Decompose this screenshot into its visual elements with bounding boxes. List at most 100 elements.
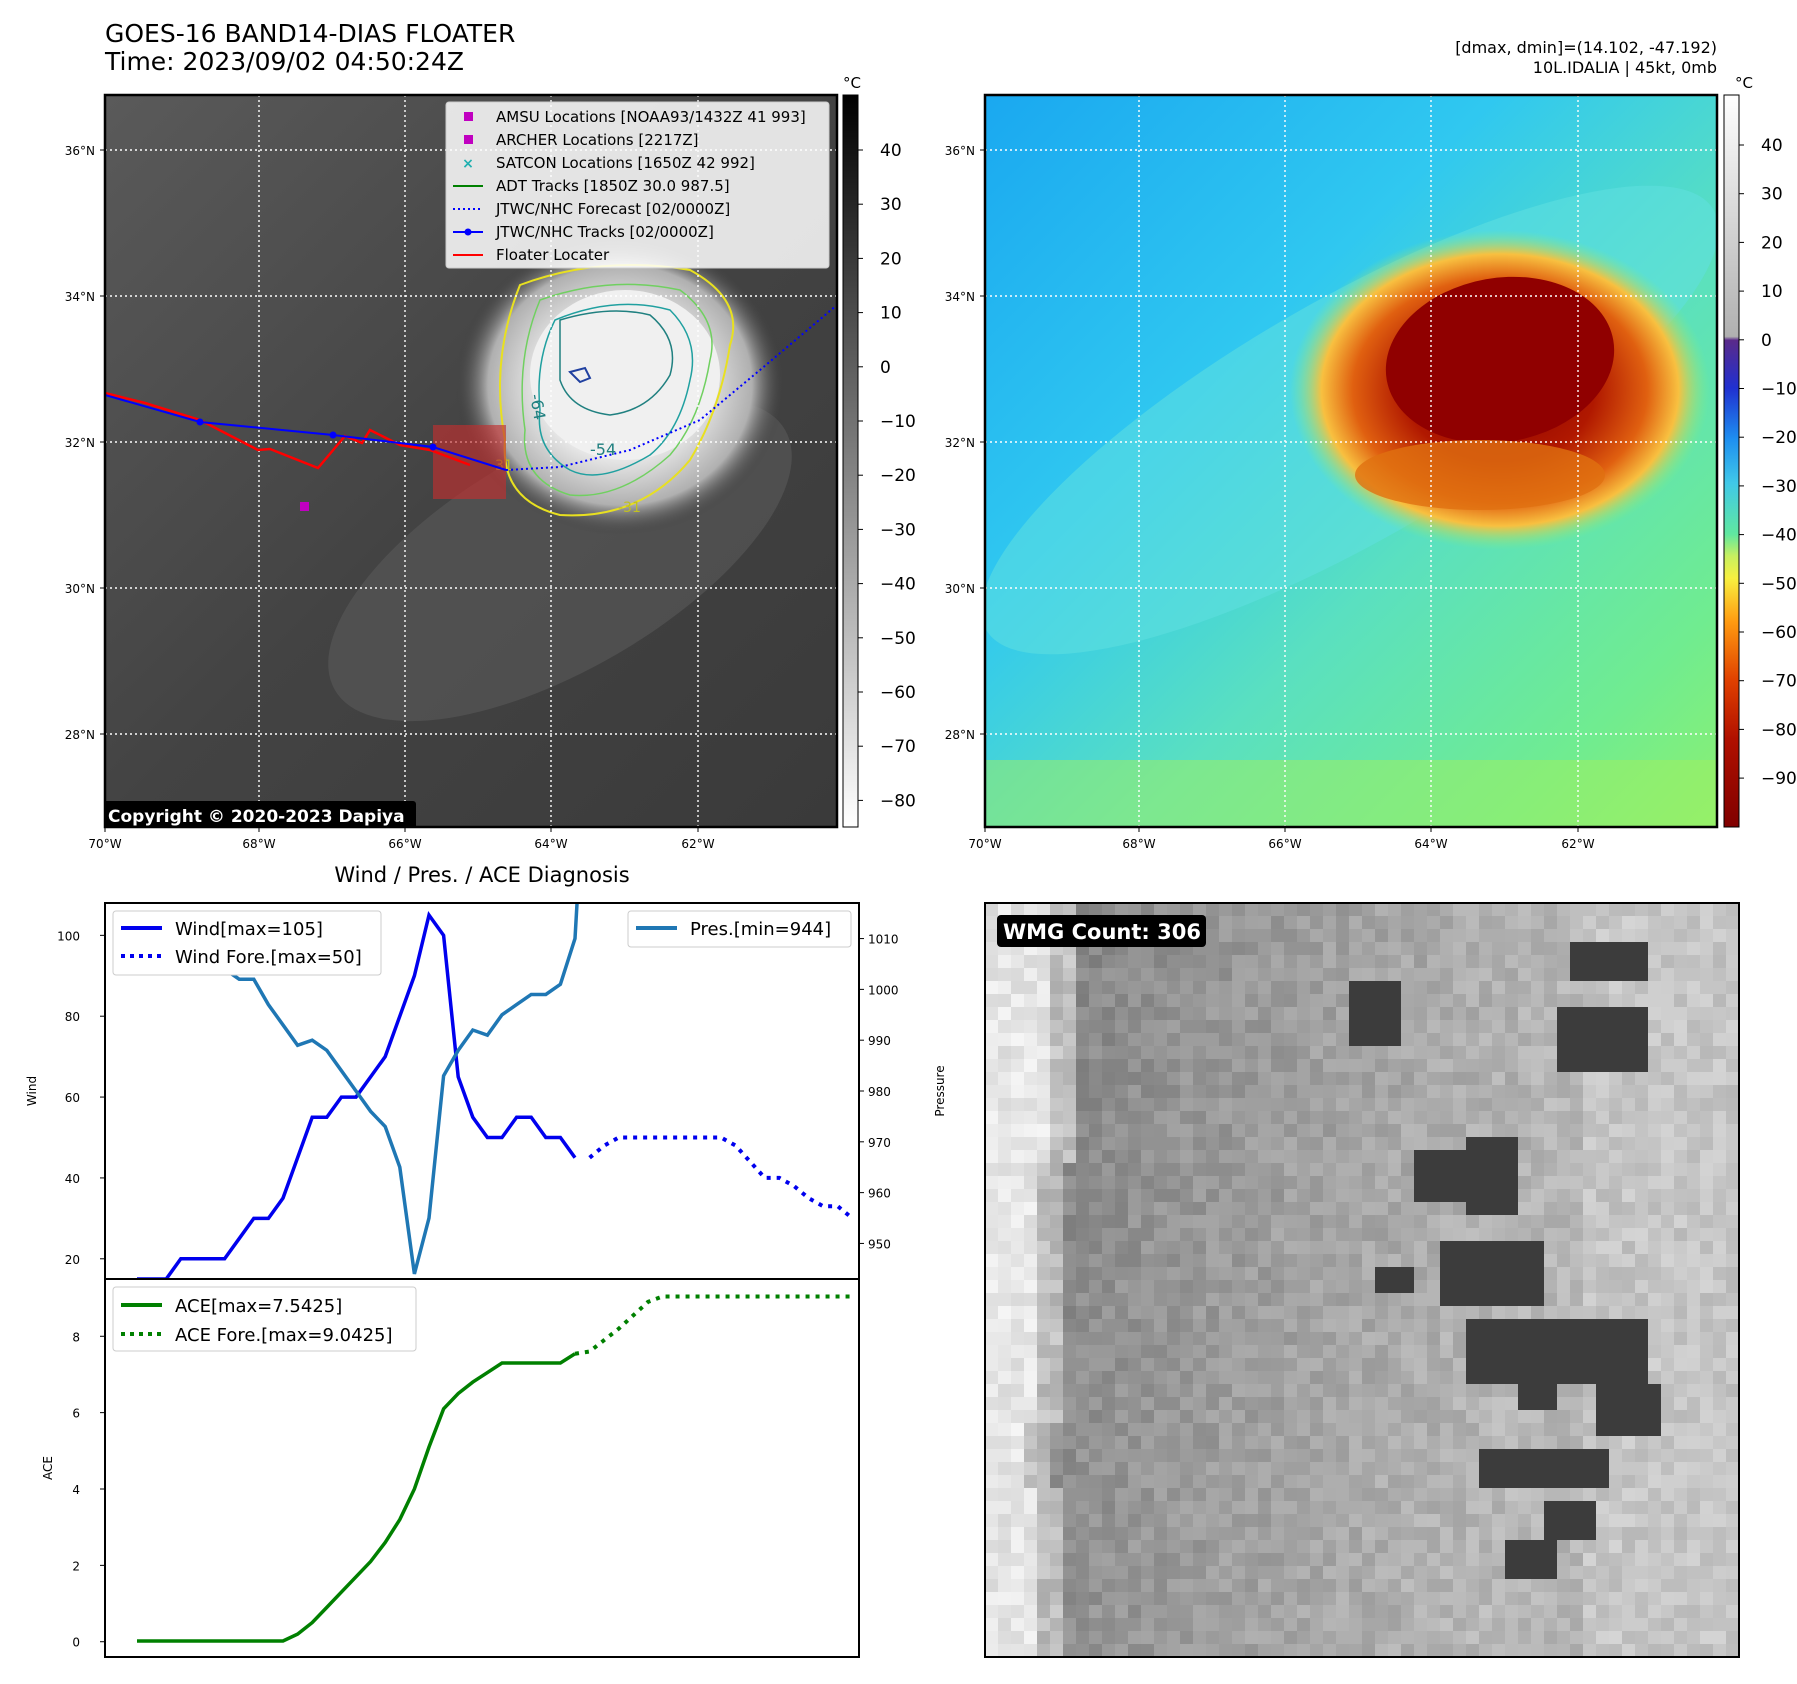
wmg-pixel xyxy=(1011,1605,1025,1619)
wmg-pixel xyxy=(1401,1592,1415,1606)
wmg-pixel xyxy=(1531,1059,1545,1073)
wmg-pixel xyxy=(1258,1059,1272,1073)
wmg-pixel xyxy=(1232,1280,1246,1294)
wmg-pixel xyxy=(1479,1020,1493,1034)
wmg-pixel xyxy=(1687,1358,1701,1372)
wmg-pixel xyxy=(1154,968,1168,982)
wmg-pixel xyxy=(1661,1449,1675,1463)
wmg-pixel xyxy=(1388,1527,1402,1541)
wmg-pixel xyxy=(1037,1566,1051,1580)
lat-tick-label: 28°N xyxy=(65,728,95,742)
wmg-pixel xyxy=(1076,1397,1090,1411)
wmg-pixel xyxy=(1414,1176,1428,1190)
wmg-pixel xyxy=(1297,903,1311,917)
wmg-pixel xyxy=(1622,1397,1636,1411)
wmg-pixel xyxy=(1310,1423,1324,1437)
wmg-pixel xyxy=(1297,942,1311,956)
wmg-pixel xyxy=(1271,1475,1285,1489)
wmg-pixel xyxy=(1219,1579,1233,1593)
wmg-pixel xyxy=(1258,1072,1272,1086)
wmg-pixel xyxy=(1479,1462,1493,1476)
wmg-pixel xyxy=(1102,1605,1116,1619)
legend-entry-label: AMSU Locations [NOAA93/1432Z 41 993] xyxy=(496,108,806,126)
wmg-pixel xyxy=(1557,1423,1571,1437)
wmg-pixel xyxy=(1245,1241,1259,1255)
wmg-pixel xyxy=(1336,1033,1350,1047)
wmg-pixel xyxy=(1401,1111,1415,1125)
wmg-pixel xyxy=(1557,1215,1571,1229)
wmg-pixel xyxy=(1583,1306,1597,1320)
wmg-pixel xyxy=(1323,1085,1337,1099)
wmg-pixel xyxy=(1193,1384,1207,1398)
wmg-pixel xyxy=(1193,1605,1207,1619)
wmg-pixel xyxy=(1492,1241,1506,1255)
wmg-pixel xyxy=(998,1241,1012,1255)
wmg-pixel xyxy=(1271,1176,1285,1190)
wmg-pixel xyxy=(1492,994,1506,1008)
wmg-pixel xyxy=(1492,1215,1506,1229)
wmg-pixel xyxy=(1206,955,1220,969)
lat-tick-label: 32°N xyxy=(65,436,95,450)
wmg-pixel xyxy=(1180,1397,1194,1411)
wmg-pixel xyxy=(1180,1046,1194,1060)
wmg-pixel xyxy=(1635,1605,1649,1619)
wmg-pixel xyxy=(1544,1384,1558,1398)
wmg-pixel xyxy=(1622,1540,1636,1554)
wmg-pixel xyxy=(1609,1345,1623,1359)
wmg-pixel xyxy=(1050,1540,1064,1554)
wmg-pixel xyxy=(1063,981,1077,995)
wmg-pixel xyxy=(1388,981,1402,995)
wmg-pixel xyxy=(1271,1423,1285,1437)
wmg-pixel xyxy=(1323,1488,1337,1502)
wmg-pixel xyxy=(1414,1553,1428,1567)
wmg-pixel xyxy=(1427,1293,1441,1307)
wmg-pixel xyxy=(1284,1384,1298,1398)
wmg-pixel xyxy=(1687,1150,1701,1164)
wmg-pixel xyxy=(1050,1358,1064,1372)
wmg-pixel xyxy=(1037,1514,1051,1528)
wmg-pixel xyxy=(1687,1046,1701,1060)
wmg-pixel xyxy=(1440,1059,1454,1073)
wmg-pixel xyxy=(1232,1124,1246,1138)
wmg-pixel xyxy=(985,1358,999,1372)
wmg-pixel xyxy=(1427,1163,1441,1177)
wmg-pixel xyxy=(1037,1423,1051,1437)
wmg-pixel xyxy=(998,1059,1012,1073)
wmg-pixel xyxy=(1011,1085,1025,1099)
wmg-pixel xyxy=(1583,1605,1597,1619)
wind-ytick-label: 100 xyxy=(57,929,80,943)
wmg-pixel xyxy=(1388,1293,1402,1307)
wmg-pixel xyxy=(1648,1319,1662,1333)
wmg-pixel xyxy=(1323,1163,1337,1177)
wmg-pixel xyxy=(1050,1046,1064,1060)
wmg-pixel xyxy=(1635,1527,1649,1541)
wmg-pixel xyxy=(1024,1397,1038,1411)
wmg-pixel xyxy=(1102,1306,1116,1320)
wmg-pixel xyxy=(1141,1397,1155,1411)
wmg-pixel xyxy=(1557,1267,1571,1281)
wmg-pixel xyxy=(1453,1163,1467,1177)
wmg-pixel xyxy=(1635,1176,1649,1190)
wmg-pixel xyxy=(1011,1228,1025,1242)
wmg-pixel xyxy=(1089,1618,1103,1632)
wmg-pixel xyxy=(1284,1514,1298,1528)
wmg-pixel xyxy=(1713,1072,1727,1086)
wmg-pixel xyxy=(1726,929,1740,943)
wmg-pixel xyxy=(1362,1293,1376,1307)
wmg-pixel xyxy=(1583,1293,1597,1307)
wmg-pixel xyxy=(1505,1566,1519,1580)
wmg-pixel xyxy=(1583,1514,1597,1528)
wmg-pixel xyxy=(1076,968,1090,982)
ace-forecast-line xyxy=(574,1294,853,1356)
wmg-pixel xyxy=(1518,981,1532,995)
wmg-pixel xyxy=(1050,1150,1064,1164)
wmg-pixel xyxy=(1388,1072,1402,1086)
wmg-pixel xyxy=(1063,1254,1077,1268)
wmg-pixel xyxy=(1362,916,1376,930)
wmg-pixel xyxy=(1219,1345,1233,1359)
wmg-pixel xyxy=(1037,1345,1051,1359)
wmg-pixel xyxy=(1284,1397,1298,1411)
wmg-pixel xyxy=(1713,1280,1727,1294)
wmg-pixel xyxy=(1570,1098,1584,1112)
wmg-pixel xyxy=(1154,1332,1168,1346)
